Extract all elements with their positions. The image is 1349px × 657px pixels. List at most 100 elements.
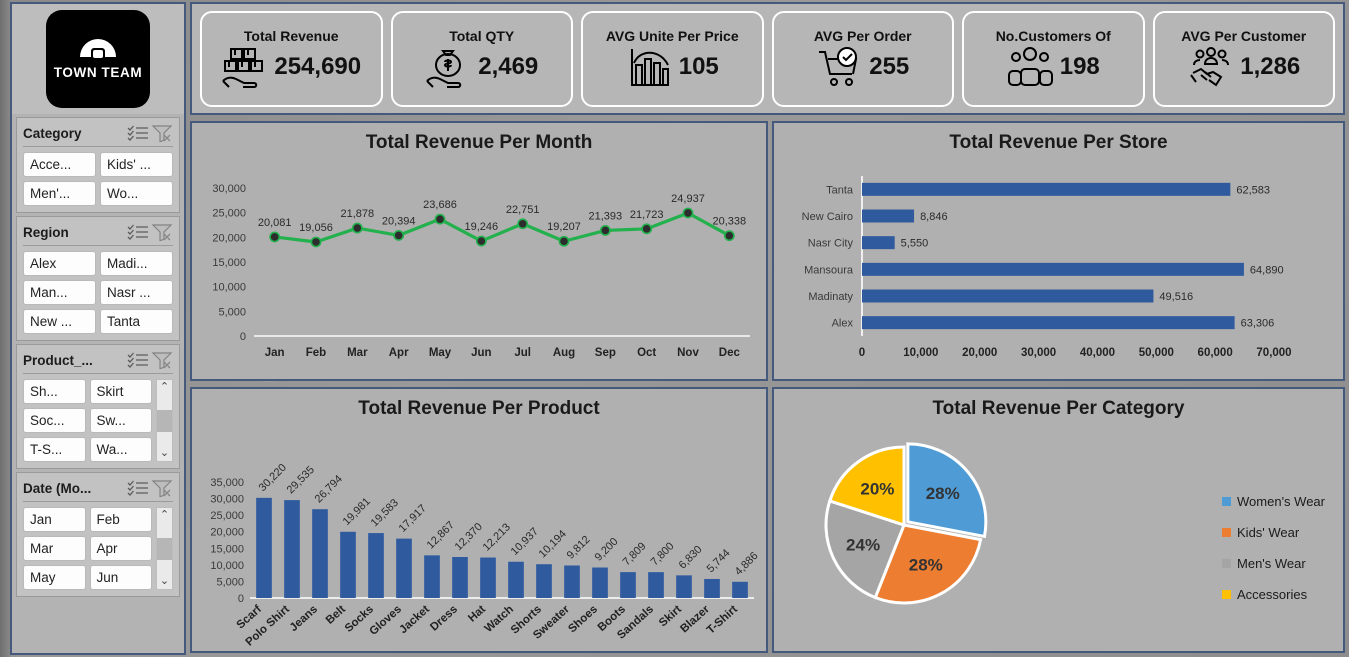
- kpi-body: 198: [1007, 45, 1100, 89]
- slicer-item[interactable]: Apr: [89, 536, 152, 561]
- svg-text:23,686: 23,686: [423, 199, 457, 211]
- scroll-up-icon[interactable]: ⌃: [159, 509, 170, 521]
- slicer-item[interactable]: New ...: [23, 309, 96, 334]
- svg-text:20%: 20%: [860, 479, 894, 498]
- scrollbar-thumb[interactable]: [157, 537, 172, 560]
- slicer-item[interactable]: Acce...: [23, 152, 96, 177]
- slicer-header: Region: [23, 221, 173, 243]
- divider: [23, 373, 173, 374]
- svg-text:50,000: 50,000: [1139, 347, 1174, 359]
- svg-text:10,000: 10,000: [212, 282, 246, 294]
- legend-swatch: [1222, 559, 1232, 568]
- slicer-item[interactable]: Sh...: [23, 379, 86, 404]
- kpi-value: 198: [1059, 53, 1100, 80]
- svg-text:12,867: 12,867: [425, 519, 457, 551]
- slicer-scrollbar[interactable]: ⌃ ⌄: [156, 379, 173, 462]
- svg-text:4,886: 4,886: [733, 550, 761, 578]
- slicer-item[interactable]: Feb: [89, 507, 152, 532]
- slicer-title: Region: [23, 224, 69, 240]
- svg-text:21,393: 21,393: [589, 210, 623, 222]
- clear-filter-icon[interactable]: [151, 479, 173, 497]
- legend-label: Kids' Wear: [1237, 525, 1300, 540]
- svg-text:Nasr City: Nasr City: [808, 238, 854, 250]
- svg-text:Alex: Alex: [832, 318, 854, 330]
- kpi-title: Total Revenue: [243, 28, 339, 44]
- slicer-item[interactable]: Jun: [89, 565, 152, 590]
- svg-text:19,056: 19,056: [299, 222, 333, 234]
- svg-text:30,000: 30,000: [210, 494, 244, 506]
- slicer-item[interactable]: Wo...: [100, 181, 173, 206]
- svg-text:21,723: 21,723: [630, 209, 664, 221]
- svg-text:Tanta: Tanta: [826, 184, 854, 196]
- divider: [23, 501, 173, 502]
- slicer-item[interactable]: Jan: [23, 507, 86, 532]
- svg-text:Dress: Dress: [428, 603, 460, 633]
- svg-text:15,000: 15,000: [210, 543, 244, 555]
- svg-text:10,194: 10,194: [537, 528, 569, 560]
- slicer-item[interactable]: Tanta: [100, 309, 173, 334]
- kpi-row: Total Revenue 254,690 Total QTY 2,469 AVG …: [190, 2, 1345, 115]
- slicer-item[interactable]: May: [23, 565, 86, 590]
- svg-text:64,890: 64,890: [1250, 264, 1284, 276]
- svg-text:62,583: 62,583: [1236, 184, 1270, 196]
- multi-select-icon[interactable]: [127, 479, 149, 497]
- kpi-body: 1,286: [1187, 45, 1300, 89]
- svg-text:Sep: Sep: [595, 347, 616, 359]
- svg-text:Apr: Apr: [389, 347, 409, 359]
- scroll-down-icon[interactable]: ⌄: [159, 575, 170, 587]
- clear-filter-icon[interactable]: [151, 351, 173, 369]
- store-bar-chart: Tanta 62,583 New Cairo 8,846 Nasr City 5,550 M…: [802, 176, 1292, 359]
- svg-text:Mar: Mar: [347, 347, 368, 359]
- slicer-item[interactable]: Wa...: [89, 437, 152, 462]
- clear-filter-icon[interactable]: [151, 223, 173, 241]
- svg-text:Gloves: Gloves: [367, 603, 404, 638]
- kpi-card: Total QTY 2,469: [390, 10, 573, 107]
- clear-filter-icon[interactable]: [151, 124, 173, 142]
- slicer-item[interactable]: Nasr ...: [100, 280, 173, 305]
- people-group-icon: [1007, 45, 1055, 89]
- slicer-header: Product_...: [23, 349, 173, 371]
- legend-swatch: [1222, 497, 1232, 506]
- multi-select-icon[interactable]: [127, 351, 149, 369]
- slicer-item[interactable]: Sw...: [89, 408, 152, 433]
- svg-text:30,000: 30,000: [212, 183, 246, 195]
- svg-text:30,220: 30,220: [257, 462, 289, 494]
- slicer-item[interactable]: Mar: [23, 536, 86, 561]
- scroll-up-icon[interactable]: ⌃: [159, 381, 170, 393]
- left-edge-strip: [0, 0, 10, 657]
- slicer-item[interactable]: Madi...: [100, 251, 173, 276]
- svg-text:9,812: 9,812: [565, 534, 593, 562]
- scrollbar-thumb[interactable]: [157, 409, 172, 432]
- handshake-people-icon: [1187, 45, 1235, 89]
- kpi-body: 255: [816, 45, 909, 89]
- pie-legend: Women's Wear Kids' Wear Men's Wear Accessor…: [1222, 494, 1325, 618]
- slicer-region: Region Alex Madi... Man... Nasr ... New ... T…: [16, 216, 180, 341]
- svg-text:May: May: [429, 347, 452, 359]
- svg-text:Shoes: Shoes: [566, 603, 600, 635]
- multi-select-icon[interactable]: [127, 223, 149, 241]
- svg-text:25,000: 25,000: [210, 510, 244, 522]
- kpi-title: No.Customers Of: [995, 28, 1111, 44]
- svg-text:8,846: 8,846: [920, 211, 948, 223]
- slicer-item[interactable]: Soc...: [23, 408, 86, 433]
- slicer-item[interactable]: T-S...: [23, 437, 86, 462]
- slicer-item[interactable]: Man...: [23, 280, 96, 305]
- multi-select-icon[interactable]: [127, 124, 149, 142]
- scroll-down-icon[interactable]: ⌄: [159, 447, 170, 459]
- slicer-item[interactable]: Alex: [23, 251, 96, 276]
- slicer-item[interactable]: Kids' ...: [100, 152, 173, 177]
- slicer-body: Alex Madi... Man... Nasr ... New ... Tanta: [23, 251, 173, 334]
- svg-text:12,370: 12,370: [453, 521, 485, 553]
- slicer-tiles: Jan Feb Mar Apr May Jun: [23, 507, 152, 590]
- slicer-item[interactable]: Skirt: [89, 379, 152, 404]
- svg-text:24%: 24%: [846, 535, 880, 554]
- slicer-item[interactable]: Men'...: [23, 181, 96, 206]
- slicer-title: Date (Mo...: [23, 480, 92, 496]
- svg-text:New Cairo: New Cairo: [802, 211, 853, 223]
- chart-title-category: Total Revenue Per Category: [932, 398, 1185, 419]
- legend-label: Women's Wear: [1237, 494, 1325, 509]
- svg-text:63,306: 63,306: [1241, 318, 1275, 330]
- slicer-scrollbar[interactable]: ⌃ ⌄: [156, 507, 173, 590]
- panel-revenue-per-month: Total Revenue Per Month 0 5,000 10,000 15,0…: [190, 121, 768, 381]
